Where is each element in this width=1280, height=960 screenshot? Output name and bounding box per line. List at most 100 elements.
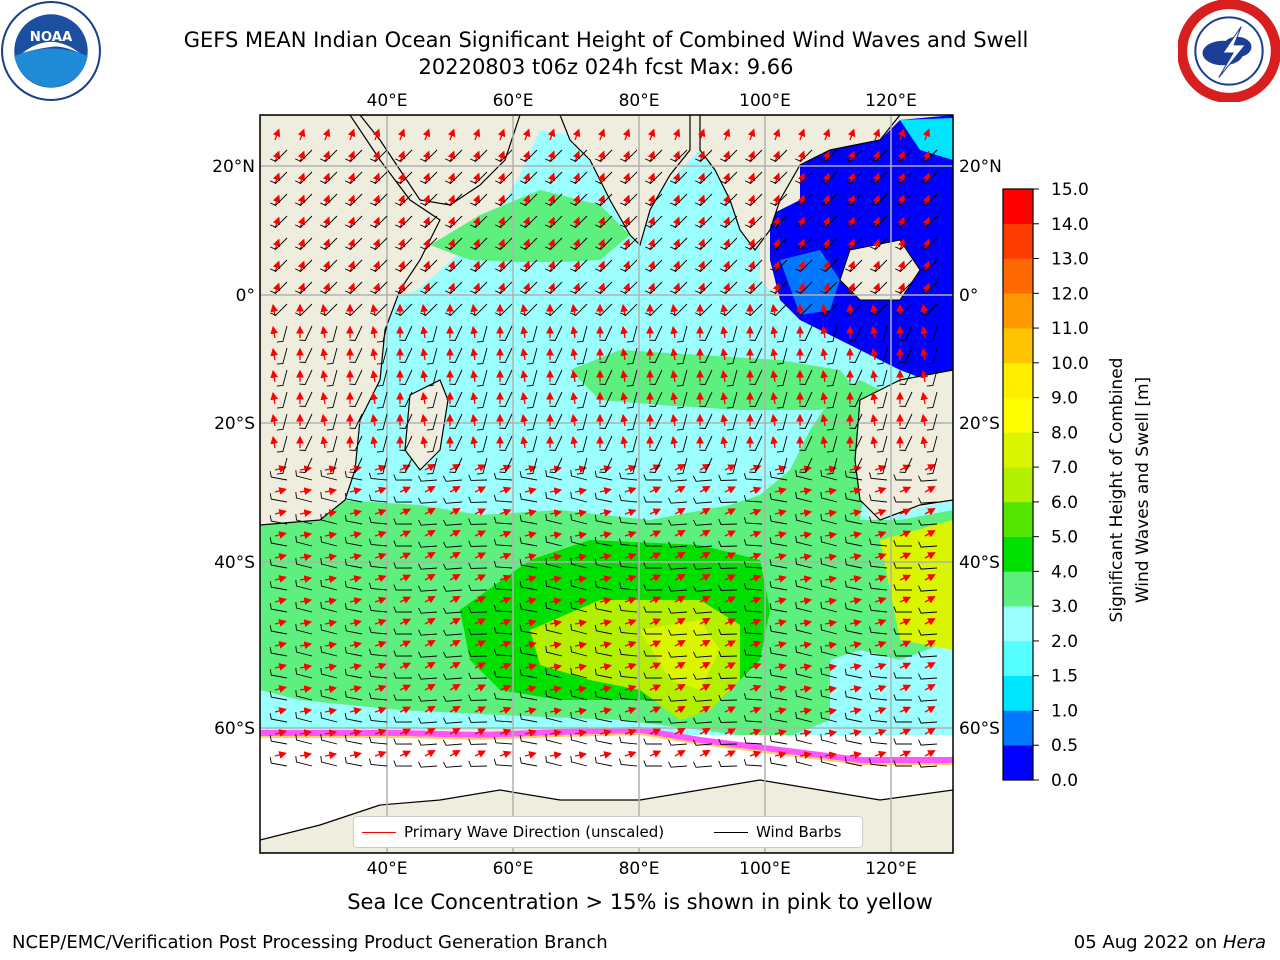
wind-barb	[493, 714, 513, 723]
wind-barb	[418, 497, 438, 504]
wave-arrow	[824, 641, 838, 650]
wave-arrow	[874, 706, 887, 715]
wave-arrow	[674, 661, 686, 670]
wind-barb	[820, 667, 838, 679]
wind-barb	[770, 281, 788, 294]
footer-date: 05 Aug 2022 on Hera	[1074, 932, 1266, 953]
wind-barb	[276, 457, 288, 475]
wind-barb	[895, 281, 913, 294]
colorbar-tick-label: 8.0	[1051, 423, 1078, 443]
lat-tick-labels-left: 20°N 0° 20°S 40°S 60°S	[212, 157, 255, 739]
wind-barb	[895, 149, 913, 162]
wave-arrow	[822, 194, 831, 207]
wave-arrow	[820, 325, 829, 339]
wind-barb	[570, 193, 588, 206]
wave-arrow	[672, 216, 681, 229]
wave-arrow	[897, 150, 906, 163]
wave-arrow	[347, 150, 356, 163]
wave-arrow	[349, 619, 362, 627]
wind-barb	[476, 413, 488, 431]
wind-barb	[320, 259, 338, 272]
wave-arrow	[370, 435, 379, 449]
wave-arrow	[899, 750, 912, 758]
wave-arrow	[724, 574, 736, 582]
wave-arrow	[474, 706, 487, 714]
wave-arrow	[322, 238, 331, 251]
wind-barb	[493, 582, 513, 591]
wind-barb	[270, 193, 288, 206]
wind-barb	[468, 584, 488, 591]
wind-barb	[326, 391, 338, 409]
wave-arrow	[624, 574, 637, 583]
wind-barb	[320, 171, 338, 184]
wind-barb	[676, 347, 688, 365]
wind-barb	[344, 668, 363, 679]
wind-barb	[692, 475, 713, 482]
wind-barb	[570, 711, 588, 723]
wind-barb	[676, 369, 688, 387]
wind-barb	[449, 325, 463, 341]
wind-barb	[893, 518, 912, 525]
wind-barb	[526, 435, 538, 453]
wind-barb	[520, 171, 538, 184]
wave-arrow	[820, 303, 829, 317]
wind-barb	[395, 303, 413, 316]
wave-arrow	[470, 347, 479, 361]
wind-barb	[718, 562, 738, 569]
colorbar-border	[1002, 188, 1034, 781]
wind-barb	[270, 303, 288, 316]
wave-arrow	[270, 391, 279, 405]
wind-barb	[918, 541, 938, 548]
wind-barb	[376, 325, 388, 343]
wave-arrow	[674, 507, 686, 516]
wind-barb	[699, 413, 713, 429]
wave-arrow	[847, 172, 856, 185]
wave-arrow	[474, 640, 487, 648]
wave-arrow	[324, 707, 338, 716]
wave-arrow	[799, 685, 813, 693]
wind-barb	[692, 761, 713, 768]
wind-barb	[826, 435, 838, 453]
wind-barb	[643, 496, 662, 503]
wind-barb	[519, 647, 538, 657]
wave-arrow	[724, 684, 736, 692]
wind-barb	[395, 237, 413, 250]
lat-tick-label: 20°N	[212, 157, 255, 177]
wave-arrow	[497, 238, 506, 251]
wave-arrow	[674, 485, 686, 494]
wave-arrow	[324, 751, 338, 760]
wave-arrow	[270, 435, 279, 449]
wind-barb	[418, 695, 438, 702]
wind-barb	[299, 369, 313, 385]
wind-barb	[626, 413, 638, 431]
wind-barb	[844, 558, 863, 569]
wind-barb	[418, 541, 438, 548]
wind-barb	[349, 413, 363, 429]
wave-arrow	[697, 216, 706, 229]
wave-arrow	[324, 509, 338, 518]
wave-arrow	[297, 282, 306, 295]
wave-arrow	[449, 529, 461, 538]
wind-barb	[718, 672, 738, 679]
wind-barb	[845, 281, 863, 294]
wind-barb	[468, 496, 488, 503]
wind-barb	[826, 325, 838, 343]
wind-barb	[376, 435, 388, 453]
wind-barb	[595, 193, 613, 206]
wave-arrow	[872, 150, 881, 163]
wave-arrow	[572, 216, 581, 229]
wind-barb	[769, 669, 788, 679]
wave-arrow	[847, 150, 856, 163]
svg-text:NOAA: NOAA	[30, 30, 73, 45]
wind-barb	[692, 629, 713, 636]
wave-arrow	[724, 706, 736, 714]
lon-tick-label: 80°E	[619, 91, 660, 111]
wind-barb	[470, 215, 488, 228]
wind-barb	[918, 739, 938, 746]
wave-arrow	[274, 707, 287, 715]
wind-barb	[769, 735, 788, 745]
wave-arrow	[324, 641, 338, 650]
wind-barb	[820, 513, 838, 525]
wind-barb	[844, 514, 863, 525]
wave-arrow	[272, 150, 281, 163]
